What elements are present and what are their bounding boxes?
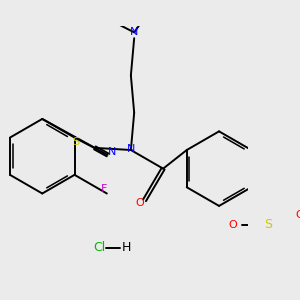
Text: S: S bbox=[264, 218, 272, 231]
Text: F: F bbox=[101, 184, 107, 194]
Text: H: H bbox=[122, 241, 131, 254]
Text: Cl: Cl bbox=[93, 241, 106, 254]
Text: O: O bbox=[296, 210, 300, 220]
Text: O: O bbox=[135, 198, 144, 208]
Text: O: O bbox=[228, 220, 237, 230]
Text: N: N bbox=[130, 27, 138, 38]
Text: S: S bbox=[72, 137, 79, 147]
Text: N: N bbox=[107, 147, 116, 157]
Text: N: N bbox=[127, 144, 135, 154]
